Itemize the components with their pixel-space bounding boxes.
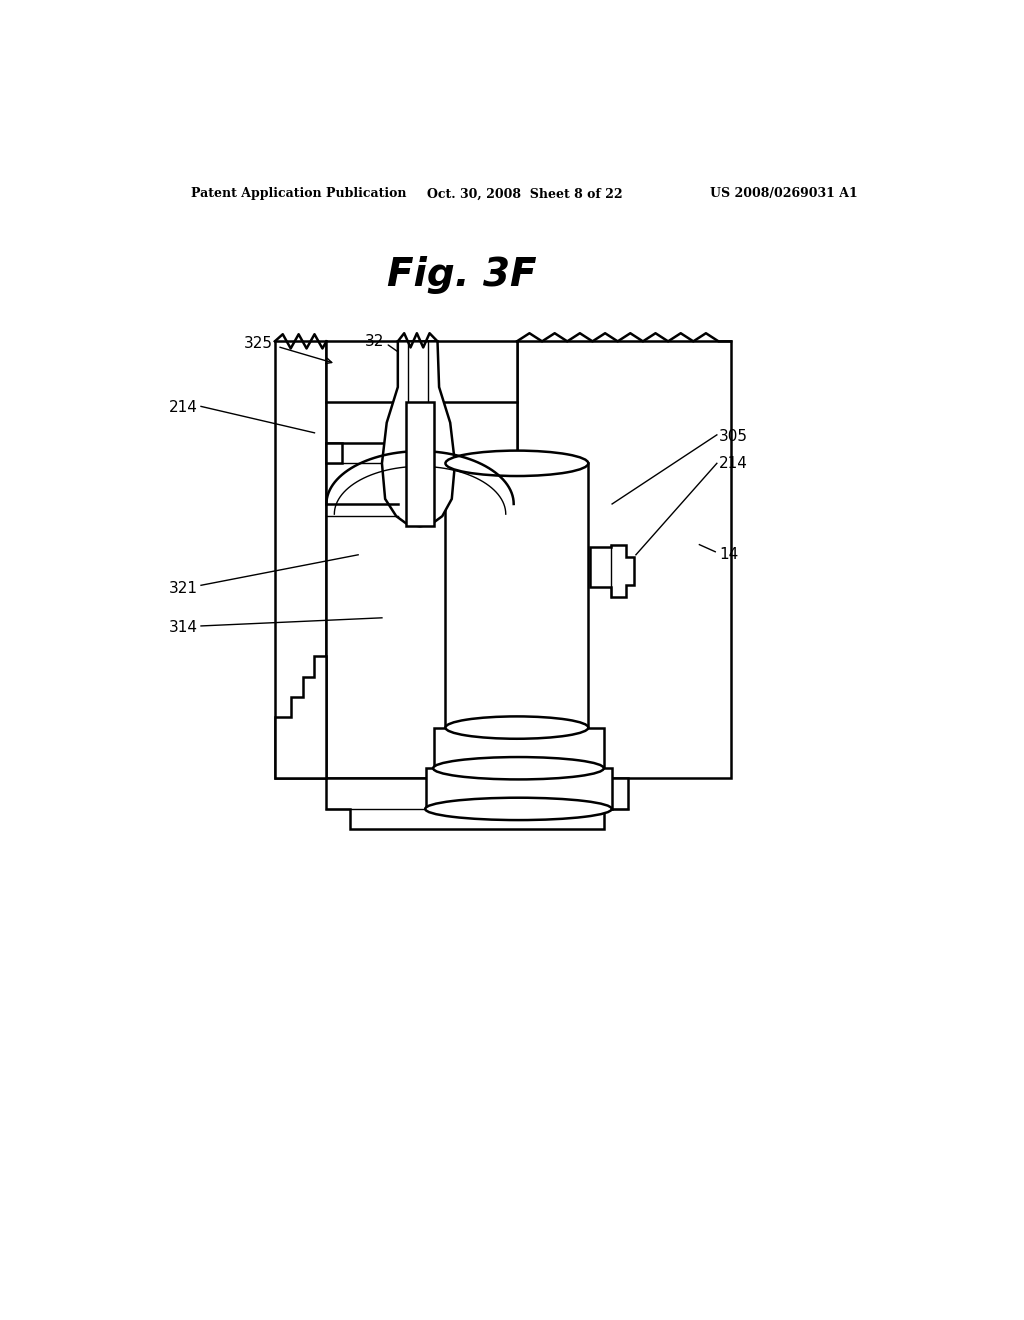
Text: 214: 214 [169,400,198,414]
Polygon shape [433,727,604,768]
Text: 325: 325 [245,335,273,351]
Text: Oct. 30, 2008  Sheet 8 of 22: Oct. 30, 2008 Sheet 8 of 22 [427,187,623,201]
Text: 321: 321 [169,581,198,595]
Polygon shape [327,342,517,779]
Polygon shape [382,342,455,527]
Ellipse shape [425,797,611,820]
Polygon shape [445,463,588,727]
Ellipse shape [445,717,588,739]
Polygon shape [327,444,342,463]
Ellipse shape [433,758,604,779]
Text: 14: 14 [719,548,738,562]
Text: Fig. 3F: Fig. 3F [387,256,536,294]
Polygon shape [517,342,731,779]
Text: 305: 305 [719,429,749,445]
Polygon shape [406,403,434,527]
Ellipse shape [445,450,588,477]
Polygon shape [274,342,327,779]
Text: US 2008/0269031 A1: US 2008/0269031 A1 [711,187,858,201]
Text: 214: 214 [719,455,749,471]
Text: Patent Application Publication: Patent Application Publication [191,187,407,201]
Polygon shape [590,545,634,598]
Polygon shape [274,656,327,779]
Polygon shape [327,779,628,829]
Text: 314: 314 [169,620,198,635]
Polygon shape [426,768,612,809]
Text: 32: 32 [365,334,384,348]
